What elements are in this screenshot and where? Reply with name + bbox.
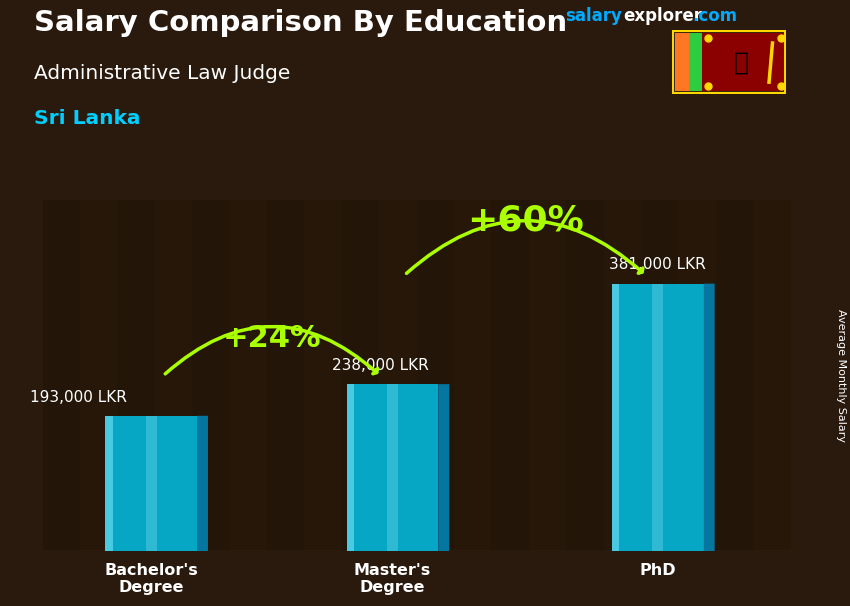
Bar: [702, 33, 783, 91]
Bar: [604, 200, 641, 551]
Text: .com: .com: [693, 7, 738, 25]
Bar: [678, 200, 716, 551]
Bar: [716, 200, 753, 551]
Text: +24%: +24%: [223, 324, 321, 353]
Bar: [387, 384, 398, 551]
Bar: [529, 200, 566, 551]
Polygon shape: [704, 284, 715, 551]
Bar: [145, 416, 156, 551]
Bar: [304, 200, 342, 551]
Text: +60%: +60%: [467, 204, 583, 238]
Bar: [42, 200, 80, 551]
Text: Average Monthly Salary: Average Monthly Salary: [836, 309, 846, 442]
Bar: [42, 200, 790, 551]
Text: 193,000 LKR: 193,000 LKR: [31, 390, 127, 405]
Bar: [342, 200, 379, 551]
Bar: [454, 200, 491, 551]
Bar: [155, 200, 192, 551]
Text: Administrative Law Judge: Administrative Law Judge: [34, 64, 291, 82]
Bar: [347, 384, 439, 551]
Bar: [416, 200, 454, 551]
Bar: [491, 200, 529, 551]
Bar: [379, 200, 416, 551]
Bar: [641, 200, 678, 551]
Bar: [117, 200, 155, 551]
Bar: [267, 200, 304, 551]
Polygon shape: [439, 384, 449, 551]
Bar: [80, 200, 117, 551]
Text: 238,000 LKR: 238,000 LKR: [332, 358, 428, 373]
Text: 🦁: 🦁: [734, 51, 749, 75]
Bar: [688, 33, 702, 91]
Bar: [612, 284, 620, 551]
Bar: [566, 200, 604, 551]
Text: salary: salary: [565, 7, 622, 25]
Bar: [230, 200, 267, 551]
Polygon shape: [197, 416, 208, 551]
Text: Sri Lanka: Sri Lanka: [34, 109, 140, 128]
Bar: [652, 284, 663, 551]
Text: Salary Comparison By Education: Salary Comparison By Education: [34, 9, 567, 37]
Bar: [753, 200, 790, 551]
Bar: [675, 33, 688, 91]
Bar: [105, 416, 112, 551]
Bar: [105, 416, 197, 551]
Bar: [192, 200, 230, 551]
Bar: [347, 384, 354, 551]
Text: 381,000 LKR: 381,000 LKR: [609, 258, 706, 272]
Bar: [612, 284, 704, 551]
Text: explorer: explorer: [623, 7, 702, 25]
